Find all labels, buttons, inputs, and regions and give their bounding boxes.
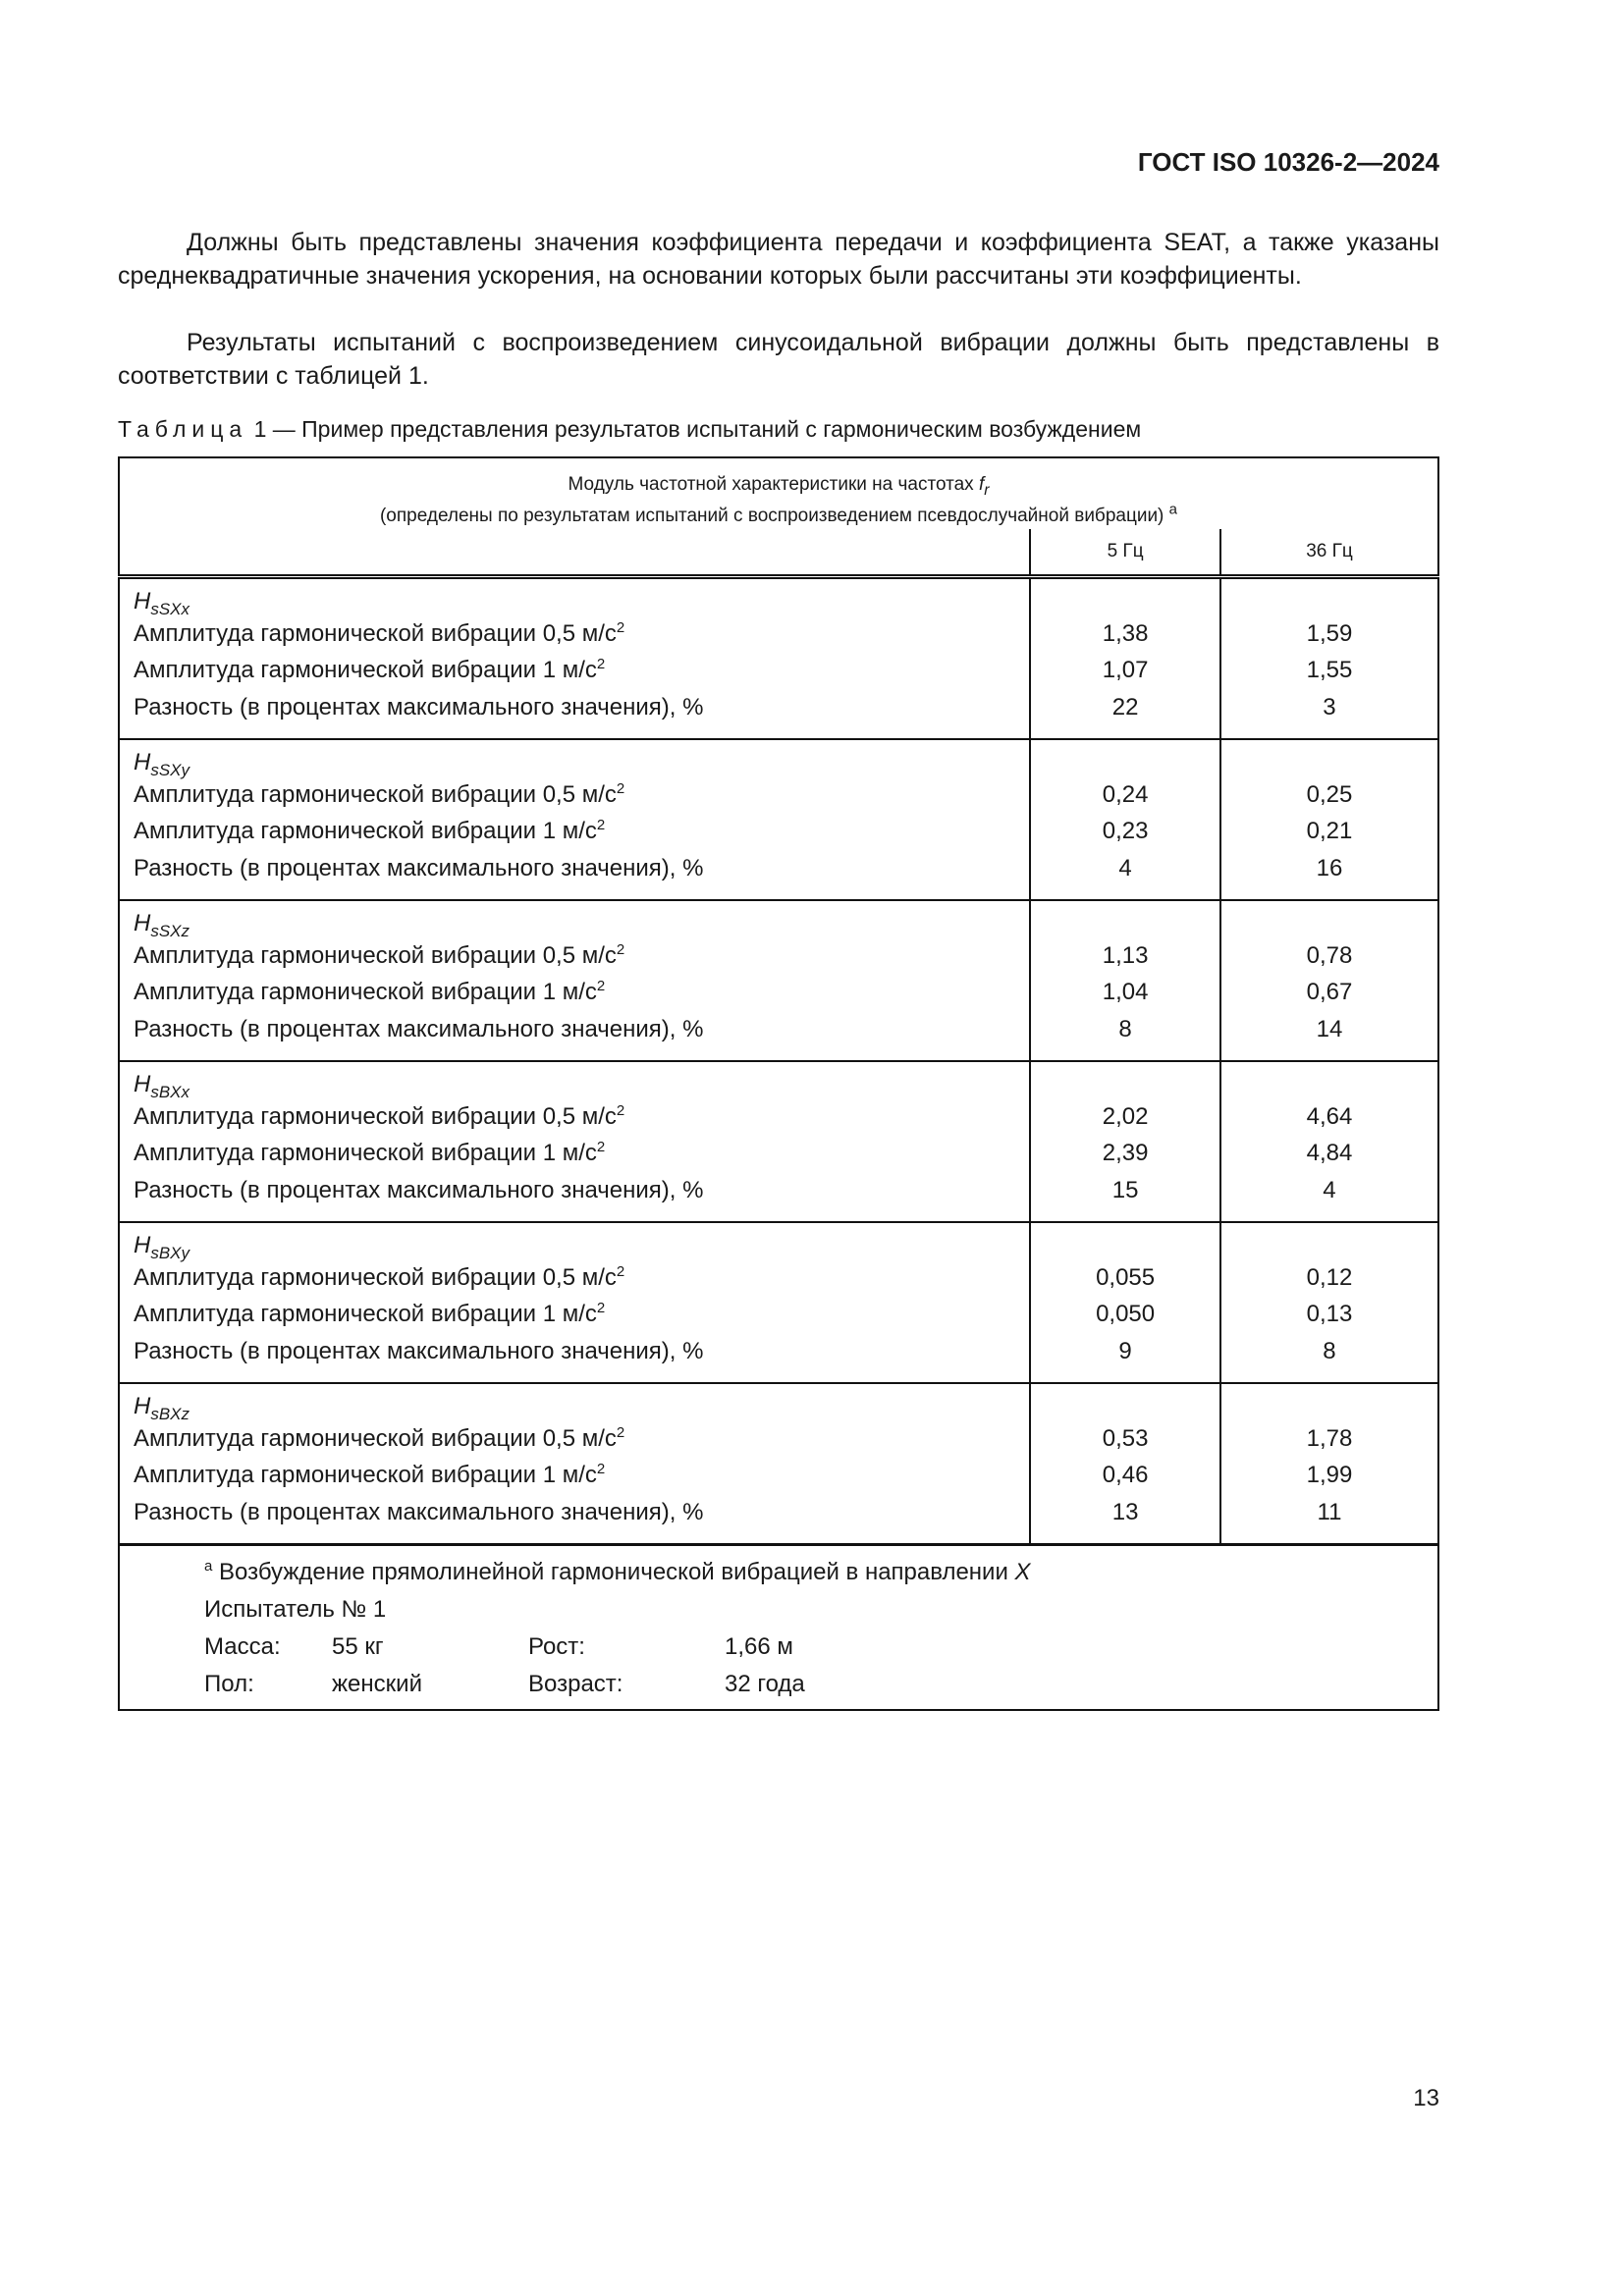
- cell-value: 1,38: [1102, 619, 1149, 647]
- row-label: Амплитуда гармонической вибрации 1 м/с2: [134, 1300, 606, 1328]
- table-row-group: HsSXz Амплитуда гармонической вибрации 0,…: [119, 898, 1438, 1061]
- cell-value: 0,53: [1102, 1424, 1149, 1452]
- row-label: Амплитуда гармонической вибрации 1 м/с2: [134, 978, 606, 1006]
- row-label: Разность (в процентах максимального знач…: [134, 854, 704, 881]
- cell-value: 0,13: [1306, 1301, 1353, 1328]
- cell-value: 4,84: [1306, 1140, 1353, 1167]
- row-label: Разность (в процентах максимального знач…: [134, 1337, 704, 1364]
- row-label: Амплитуда гармонической вибрации 0,5 м/с…: [134, 1101, 625, 1130]
- column-header: 5 Гц: [1029, 528, 1220, 577]
- cell-value: 0,78: [1306, 941, 1353, 969]
- page-number: 13: [1413, 2085, 1439, 2111]
- paragraph: Результаты испытаний с воспроизведением …: [118, 329, 1439, 390]
- cell-value: 1,04: [1102, 979, 1149, 1006]
- cell-value: 14: [1316, 1015, 1343, 1042]
- table-row-group: HsBXz Амплитуда гармонической вибрации 0,…: [119, 1381, 1438, 1545]
- cell-value: 13: [1111, 1498, 1139, 1525]
- cell-value: 1,78: [1306, 1424, 1353, 1452]
- cell-value: 15: [1111, 1176, 1139, 1203]
- row-label: Амплитуда гармонической вибрации 0,5 м/с…: [134, 940, 625, 969]
- cell-value: 0,050: [1096, 1301, 1156, 1328]
- row-label: Амплитуда гармонической вибрации 1 м/с2: [134, 817, 606, 845]
- cell-value: 0,25: [1306, 780, 1353, 808]
- cell-value: 0,21: [1306, 818, 1353, 845]
- row-label: Разность (в процентах максимального знач…: [134, 1498, 704, 1525]
- cell-value: 0,24: [1102, 780, 1149, 808]
- cell-value: 2,02: [1102, 1102, 1149, 1130]
- cell-value: 1,55: [1306, 657, 1353, 684]
- cell-value: 0,23: [1102, 818, 1149, 845]
- table-title: Модуль частотной характеристики на часто…: [379, 474, 1178, 526]
- column-header: 36 Гц: [1218, 528, 1438, 577]
- row-label: Амплитуда гармонической вибрации 0,5 м/с…: [134, 1423, 625, 1452]
- cell-value: 1,07: [1102, 657, 1149, 684]
- cell-value: 11: [1317, 1498, 1342, 1525]
- row-label: Амплитуда гармонической вибрации 1 м/с2: [134, 656, 606, 684]
- table-row-group: HsSXx Амплитуда гармонической вибрации 0,…: [119, 573, 1438, 739]
- symbol: HsBXz: [134, 1392, 190, 1423]
- paragraph: Должны быть представлены значения коэффи…: [118, 229, 1439, 290]
- cell-value: 8: [1118, 1015, 1132, 1042]
- cell-value: 1,13: [1102, 941, 1149, 969]
- cell-value: 22: [1111, 693, 1139, 721]
- symbol: HsSXy: [134, 748, 190, 779]
- row-label: Амплитуда гармонической вибрации 1 м/с2: [134, 1139, 606, 1167]
- table-caption: Таблица 1 — Пример представления результ…: [118, 416, 1142, 442]
- symbol: HsSXx: [134, 587, 190, 618]
- document-header: ГОСТ ISO 10326-2—2024: [1137, 147, 1439, 177]
- cell-value: 1,59: [1306, 619, 1353, 647]
- table-row-group: HsSXy Амплитуда гармонической вибрации 0,…: [119, 737, 1438, 900]
- cell-value: 0,67: [1306, 979, 1353, 1006]
- cell-value: 9: [1118, 1337, 1132, 1364]
- row-label: Амплитуда гармонической вибрации 0,5 м/с…: [134, 618, 625, 647]
- cell-value: 4: [1118, 854, 1132, 881]
- row-label: Амплитуда гармонической вибрации 0,5 м/с…: [134, 1262, 625, 1291]
- symbol: HsBXx: [134, 1070, 190, 1101]
- results-table: Модуль частотной характеристики на часто…: [118, 456, 1439, 1711]
- row-label: Разность (в процентах максимального знач…: [134, 1176, 704, 1203]
- cell-value: 0,12: [1306, 1263, 1353, 1291]
- cell-value: 4,64: [1306, 1102, 1353, 1130]
- cell-value: 16: [1316, 854, 1343, 881]
- symbol: HsBXy: [134, 1231, 190, 1262]
- symbol: HsSXz: [134, 909, 190, 940]
- cell-value: 4: [1323, 1176, 1336, 1203]
- table-footnote: a Возбуждение прямолинейной гармоническо…: [119, 1542, 1438, 1710]
- row-label: Амплитуда гармонической вибрации 0,5 м/с…: [134, 779, 625, 808]
- cell-value: 8: [1323, 1337, 1336, 1364]
- row-label: Разность (в процентах максимального знач…: [134, 1015, 704, 1042]
- row-label: Разность (в процентах максимального знач…: [134, 693, 704, 721]
- cell-value: 2,39: [1102, 1140, 1149, 1167]
- cell-value: 1,99: [1306, 1462, 1353, 1489]
- cell-value: 0,46: [1102, 1462, 1149, 1489]
- cell-value: 0,055: [1096, 1263, 1156, 1291]
- cell-value: 3: [1323, 693, 1336, 721]
- table-row-group: HsBXy Амплитуда гармонической вибрации 0,…: [119, 1220, 1438, 1383]
- row-label: Амплитуда гармонической вибрации 1 м/с2: [134, 1461, 606, 1489]
- table-row-group: HsBXx Амплитуда гармонической вибрации 0,…: [119, 1059, 1438, 1222]
